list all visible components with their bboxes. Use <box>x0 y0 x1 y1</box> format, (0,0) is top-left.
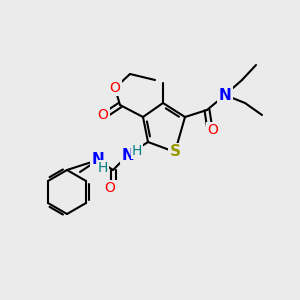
Text: S: S <box>169 145 181 160</box>
Text: O: O <box>110 81 120 95</box>
Text: H: H <box>132 144 142 158</box>
Text: N: N <box>122 148 134 163</box>
Text: O: O <box>98 108 108 122</box>
Text: H: H <box>98 161 108 175</box>
Text: O: O <box>105 181 116 195</box>
Text: O: O <box>208 123 218 137</box>
Text: N: N <box>219 88 231 103</box>
Text: N: N <box>92 152 104 167</box>
